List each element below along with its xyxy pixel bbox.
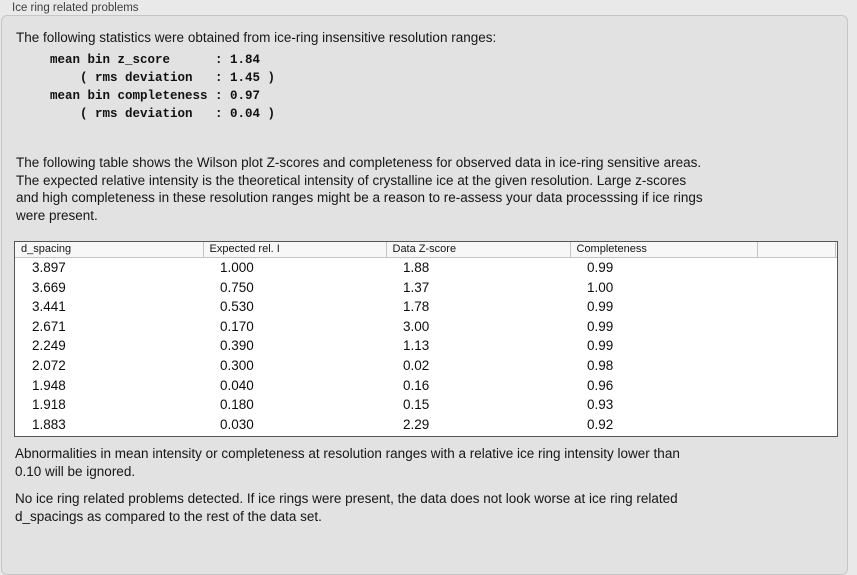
table-cell — [757, 356, 835, 376]
table-cell: 1.883 — [32, 416, 66, 432]
note-text: Abnormalities in mean intensity or compl… — [15, 446, 680, 479]
table-body: 3.897 1.000 1.88 0.99 3.669 0.750 1.37 1.00 3.44… — [15, 258, 837, 435]
table-cell — [757, 336, 835, 356]
table-cell — [835, 415, 837, 435]
column-header-empty[interactable] — [757, 242, 836, 258]
table-cell — [757, 415, 835, 435]
table-row[interactable]: 2.671 0.170 3.00 0.99 — [15, 317, 837, 337]
table-cell — [835, 336, 837, 356]
table-cell — [835, 278, 837, 298]
table-cell: 0.99 — [587, 260, 614, 275]
table-cell: 1.78 — [403, 299, 430, 315]
table-cell: 3.441 — [32, 299, 66, 315]
groupbox-title: Ice ring related problems — [12, 2, 139, 14]
table-row[interactable]: 3.441 0.530 1.78 0.99 — [15, 297, 837, 317]
table-cell: 2.249 — [32, 338, 66, 354]
table-row[interactable]: 1.883 0.030 2.29 0.92 — [15, 415, 837, 435]
table-cell: 1.88 — [403, 260, 430, 275]
table-cell — [835, 297, 837, 317]
ice-ring-table-grid: d_spacing Expected rel. I Data Z-score Comp… — [15, 242, 837, 434]
table-cell: 3.00 — [403, 318, 430, 334]
table-cell: 1.13 — [403, 338, 430, 354]
table-row[interactable]: 1.918 0.180 0.15 0.93 — [15, 395, 837, 415]
table-cell: 1.37 — [403, 279, 430, 295]
table-row[interactable]: 3.669 0.750 1.37 1.00 — [15, 278, 837, 298]
table-cell: 2.29 — [403, 416, 430, 432]
table-cell: 0.96 — [587, 377, 614, 393]
table-row[interactable]: 3.897 1.000 1.88 0.99 — [15, 258, 837, 278]
intro-text: The following statistics were obtained f… — [16, 30, 497, 45]
table-cell: 0.02 — [403, 357, 430, 373]
table-cell — [757, 395, 835, 415]
table-cell: 0.300 — [220, 357, 254, 373]
table-cell — [757, 297, 835, 317]
stats-block: mean bin z_score : 1.84 ( rms deviation … — [50, 53, 276, 121]
table-cell: 1.948 — [32, 377, 66, 393]
table-cell — [757, 317, 835, 337]
table-cell: 1.918 — [32, 397, 66, 413]
table-cell — [757, 278, 835, 298]
table-cell: 1.000 — [220, 260, 254, 275]
table-cell: 0.98 — [587, 357, 614, 373]
table-cell — [835, 395, 837, 415]
conclusion-text: No ice ring related problems detected. I… — [15, 491, 678, 524]
description-text: The following table shows the Wilson plo… — [16, 155, 703, 223]
ice-ring-table: d_spacing Expected rel. I Data Z-score Comp… — [14, 241, 838, 437]
table-cell: 0.93 — [587, 397, 614, 413]
column-header-data-z-score[interactable]: Data Z-score — [386, 242, 571, 258]
column-header-completeness[interactable]: Completeness — [570, 242, 758, 258]
table-header-row: d_spacing Expected rel. I Data Z-score Comp… — [15, 242, 837, 258]
table-row[interactable]: 2.072 0.300 0.02 0.98 — [15, 356, 837, 376]
table-cell: 1.00 — [587, 279, 614, 295]
table-cell: 2.671 — [32, 318, 66, 334]
table-cell: 0.99 — [587, 299, 614, 315]
table-cell — [757, 258, 835, 278]
column-header-spacer — [835, 242, 837, 258]
table-cell — [835, 356, 837, 376]
table-cell: 0.180 — [220, 397, 254, 413]
table-cell: 0.99 — [587, 338, 614, 354]
table-cell — [835, 258, 837, 278]
column-header-d-spacing[interactable]: d_spacing — [15, 242, 204, 258]
table-row[interactable]: 1.948 0.040 0.16 0.96 — [15, 376, 837, 396]
table-cell: 2.072 — [32, 357, 66, 373]
table-cell: 3.669 — [32, 279, 66, 295]
table-cell: 0.030 — [220, 416, 254, 432]
table-cell: 0.040 — [220, 377, 254, 393]
table-cell — [835, 317, 837, 337]
table-cell: 0.99 — [587, 318, 614, 334]
table-cell: 0.170 — [220, 318, 254, 334]
table-cell: 0.530 — [220, 299, 254, 315]
table-cell: 0.92 — [587, 416, 614, 432]
table-cell — [757, 376, 835, 396]
column-header-expected-rel-i[interactable]: Expected rel. I — [203, 242, 387, 258]
table-cell: 0.390 — [220, 338, 254, 354]
table-cell — [835, 376, 837, 396]
table-row[interactable]: 2.249 0.390 1.13 0.99 — [15, 336, 837, 356]
table-cell: 0.750 — [220, 279, 254, 295]
table-cell: 0.15 — [403, 397, 430, 413]
table-cell: 0.16 — [403, 377, 430, 393]
table-cell: 3.897 — [32, 260, 66, 275]
